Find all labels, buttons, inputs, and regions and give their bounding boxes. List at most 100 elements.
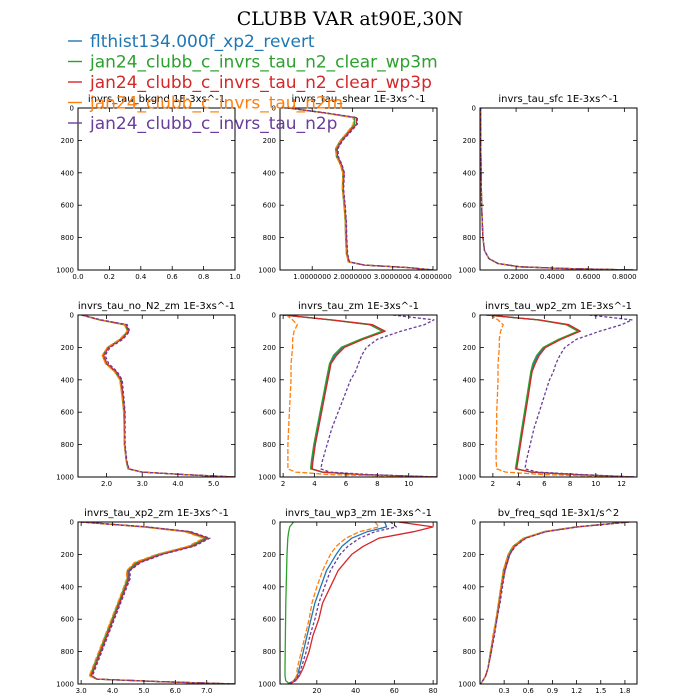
series-line-3 (283, 315, 437, 477)
y-tick-label: 200 (61, 344, 74, 352)
y-tick-label: 1000 (458, 474, 476, 482)
y-tick-label: 0 (472, 312, 476, 320)
x-tick-label: 4.0000000 (414, 273, 452, 281)
x-tick-label: 0.6 (523, 687, 535, 695)
x-tick-label: 12 (617, 480, 626, 488)
panel-title: invrs_tau_xp2_zm 1E-3xs^-1 (84, 508, 229, 519)
series-lines (81, 522, 235, 684)
x-tick-label: 0.4 (135, 273, 147, 281)
panel-title: invrs_tau_shear 1E-3xs^-1 (292, 94, 426, 105)
y-tick-label: 0 (272, 519, 276, 527)
x-tick-label: 8 (568, 480, 572, 488)
y-tick-label: 600 (61, 202, 74, 210)
x-tick-label: 1.5 (595, 687, 606, 695)
y-tick-label: 200 (61, 551, 74, 559)
x-tick-label: 1.8 (619, 687, 630, 695)
series-line-2 (480, 522, 629, 684)
series-line-4 (288, 108, 434, 270)
y-tick-label: 400 (263, 583, 276, 591)
series-line-2 (284, 522, 295, 684)
y-tick-label: 800 (263, 441, 276, 449)
series-line-5 (524, 315, 635, 477)
y-tick-label: 400 (463, 169, 476, 177)
panel-9: bv_freq_sqd 1E-3x1/s^2 0 200 400 600 800 1000 0… (458, 508, 638, 695)
x-tick-label: 0.0 (72, 273, 83, 281)
x-tick-label: 6 (344, 480, 349, 488)
y-tick-label: 1000 (458, 681, 476, 689)
y-tick-label: 0 (472, 519, 476, 527)
series-line-5 (288, 108, 434, 270)
x-tick-label: 1.0000000 (293, 273, 331, 281)
y-tick-label: 1000 (458, 267, 476, 275)
panel-frame (279, 314, 438, 478)
series-line-1 (81, 522, 235, 684)
y-tick-label: 400 (61, 583, 74, 591)
x-tick-label: 2.0000000 (334, 273, 372, 281)
series-line-3 (81, 315, 235, 477)
x-tick-label: 5.0 (138, 687, 149, 695)
x-tick-label: 0.2 (104, 273, 115, 281)
series-line-3 (81, 522, 235, 684)
series-lines (486, 315, 635, 477)
legend-item-5: jan24_clubb_c_invrs_tau_n2p (68, 114, 337, 134)
x-tick-label: 3.0 (76, 687, 87, 695)
panels: invrs_tau_bkgnd 1E-3xs^-1020040060080010… (56, 94, 638, 695)
y-tick-label: 200 (263, 137, 276, 145)
series-line-5 (287, 522, 397, 684)
y-tick-label: 600 (463, 202, 476, 210)
x-tick-label: 4.0 (172, 480, 183, 488)
series-line-2 (283, 315, 437, 477)
y-tick-label: 200 (263, 344, 276, 352)
panel-8: invrs_tau_wp3_zm 1E-3xs^-1 0 200 400 600 800 1… (258, 508, 437, 695)
y-tick-label: 0 (70, 105, 74, 113)
y-tick-label: 600 (61, 409, 74, 417)
legend-label: jan24_clubb_c_invrs_tau_n2p (89, 114, 337, 134)
panel-frame (479, 314, 638, 478)
x-tick-label: 4 (312, 480, 317, 488)
x-tick-label: 0.8 (198, 273, 209, 281)
y-tick-label: 600 (263, 202, 276, 210)
series-lines (283, 315, 437, 477)
y-tick-label: 600 (463, 616, 476, 624)
panel-6: invrs_tau_wp2_zm 1E-3xs^-1 0 200 400 600 800 1… (458, 301, 638, 488)
y-tick-label: 400 (463, 583, 476, 591)
x-tick-label: 0.3 (499, 687, 510, 695)
panel-frame (77, 314, 236, 478)
x-tick-label: 0.9 (547, 687, 558, 695)
series-line-2 (486, 315, 635, 477)
x-tick-label: 5.0 (208, 480, 219, 488)
series-line-1 (81, 315, 235, 477)
panel-frame (77, 521, 236, 685)
panel-frame (77, 107, 236, 271)
y-tick-label: 800 (61, 648, 74, 656)
figure-title: CLUBB VAR at90E,30N (237, 8, 463, 30)
y-tick-label: 400 (463, 376, 476, 384)
x-tick-label: 4.0 (107, 687, 118, 695)
series-line-3 (480, 108, 634, 270)
y-tick-label: 600 (61, 616, 74, 624)
series-line-2 (480, 108, 634, 270)
series-line-4 (489, 315, 635, 477)
y-tick-label: 0 (272, 312, 276, 320)
series-line-1 (480, 522, 629, 684)
x-tick-label: 0.6000 (576, 273, 601, 281)
series-line-5 (320, 315, 437, 477)
y-tick-label: 400 (263, 376, 276, 384)
series-lines (480, 522, 629, 684)
series-line-1 (287, 522, 388, 684)
y-tick-label: 600 (263, 409, 276, 417)
series-line-4 (285, 315, 437, 477)
x-tick-label: 2 (491, 480, 495, 488)
x-tick-label: 0.8000 (612, 273, 637, 281)
x-tick-label: 3.0000000 (374, 273, 412, 281)
x-tick-label: 2.0 (101, 480, 112, 488)
x-tick-label: 10 (404, 480, 413, 488)
panel-title: bv_freq_sqd 1E-3x1/s^2 (498, 508, 620, 519)
y-tick-label: 0 (70, 312, 74, 320)
panel-frame (279, 107, 438, 271)
x-tick-label: 60 (390, 687, 399, 695)
panel-title: invrs_tau_zm 1E-3xs^-1 (298, 301, 419, 312)
series-line-3 (480, 522, 629, 684)
x-tick-label: 1.0 (229, 273, 240, 281)
series-lines (81, 315, 235, 477)
